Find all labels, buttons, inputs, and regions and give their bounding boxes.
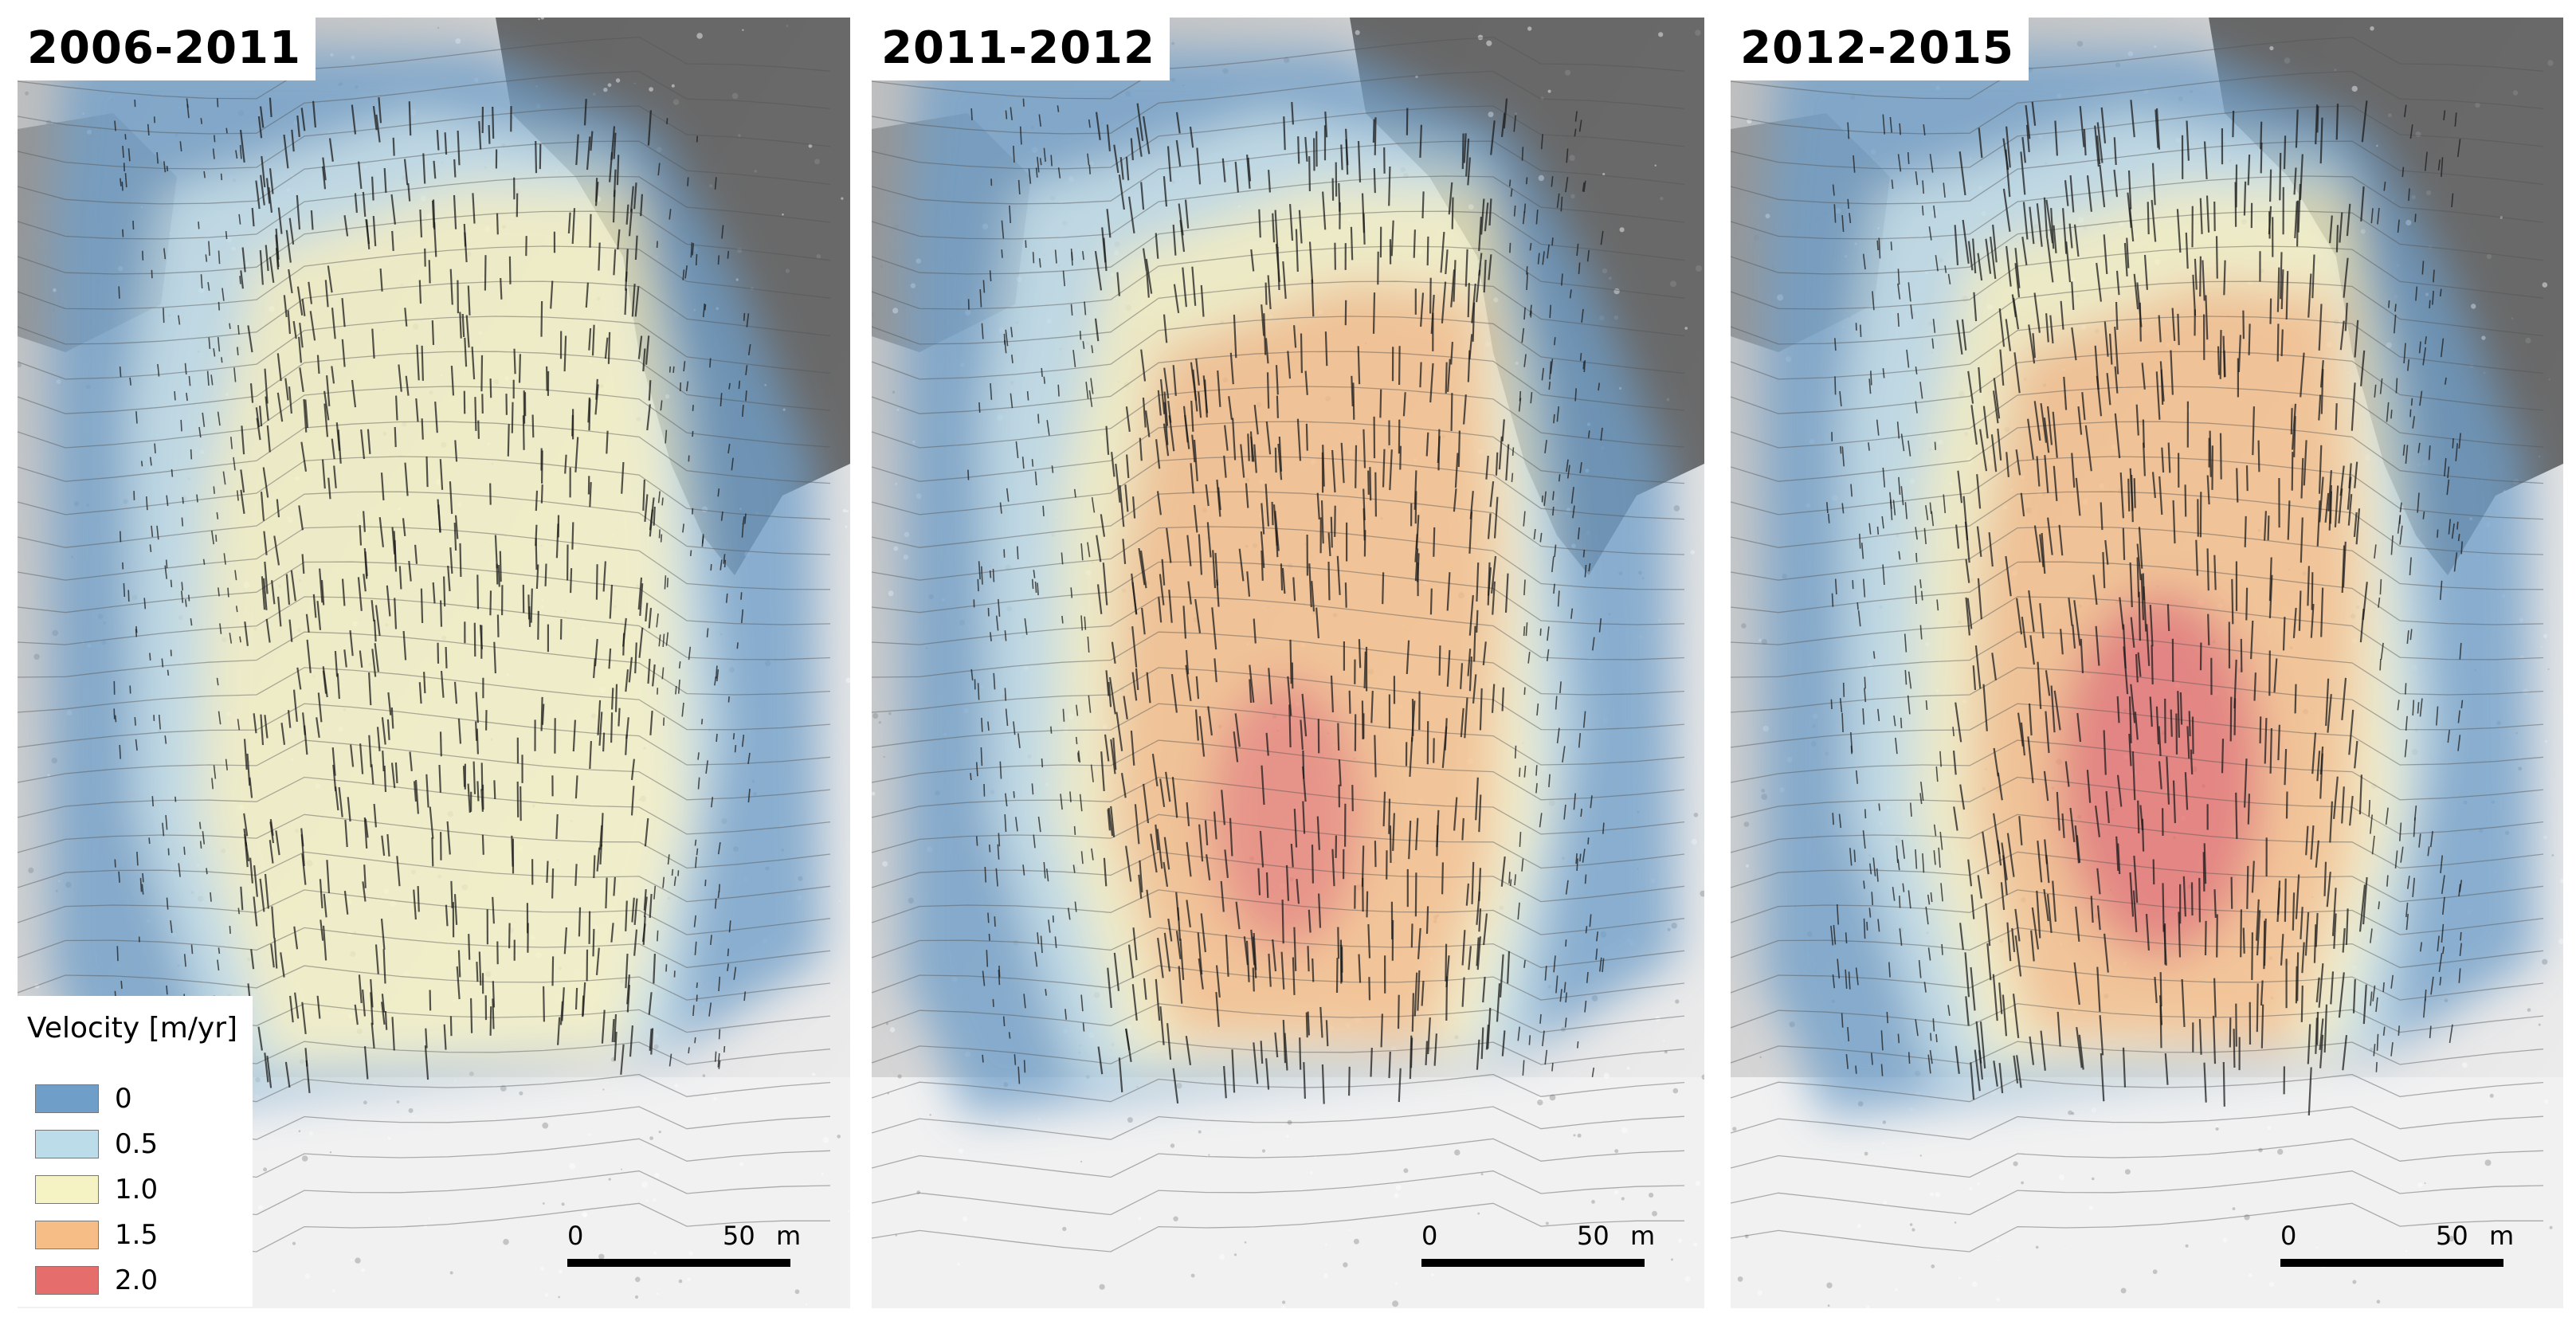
velocity-map — [872, 18, 1704, 1308]
scale-unit-label: m — [2489, 1221, 2515, 1251]
panel-title-box: 2006-2011 — [18, 18, 316, 80]
panel-title: 2011-2012 — [881, 22, 1155, 74]
scale-bar: 0 50 m — [1421, 1221, 1660, 1276]
scale-length-label: 50 — [2436, 1221, 2468, 1251]
scale-unit-label: m — [1630, 1221, 1656, 1251]
legend-label: 2.0 — [115, 1264, 159, 1296]
scale-zero-label: 0 — [567, 1221, 584, 1251]
panel-title: 2006-2011 — [27, 22, 301, 74]
scale-bar-line — [2280, 1259, 2503, 1267]
scale-bar: 0 50 m — [2280, 1221, 2519, 1276]
velocity-legend: Velocity [m/yr] 0 0.5 1.0 1.5 2.0 — [18, 996, 253, 1307]
panel-title: 2012-2015 — [1740, 22, 2014, 74]
legend-title: Velocity [m/yr] — [27, 1012, 238, 1045]
scale-bar: 0 50 m — [567, 1221, 806, 1276]
velocity-map — [18, 18, 850, 1308]
scale-unit-label: m — [776, 1221, 802, 1251]
scale-zero-label: 0 — [2280, 1221, 2297, 1251]
legend-swatch — [35, 1084, 99, 1113]
scale-bar-line — [1421, 1259, 1645, 1267]
map-panel-2011-2012: 2011-2012 0 50 m — [872, 18, 1704, 1308]
scale-length-label: 50 — [723, 1221, 755, 1251]
velocity-map — [1731, 18, 2563, 1308]
legend-label: 0.5 — [115, 1128, 159, 1160]
panel-title-box: 2011-2012 — [872, 18, 1170, 80]
legend-label: 1.0 — [115, 1174, 159, 1205]
map-panel-2012-2015: 2012-2015 0 50 m — [1731, 18, 2563, 1308]
map-panel-2006-2011: 2006-2011 0 50 m — [18, 18, 850, 1308]
scale-length-label: 50 — [1577, 1221, 1610, 1251]
legend-swatch — [35, 1130, 99, 1158]
legend-swatch — [35, 1175, 99, 1204]
legend-label: 0 — [115, 1083, 132, 1115]
legend-swatch — [35, 1266, 99, 1295]
panel-title-box: 2012-2015 — [1731, 18, 2029, 80]
legend-swatch — [35, 1221, 99, 1249]
scale-bar-line — [567, 1259, 790, 1267]
scale-zero-label: 0 — [1421, 1221, 1438, 1251]
legend-label: 1.5 — [115, 1219, 159, 1251]
